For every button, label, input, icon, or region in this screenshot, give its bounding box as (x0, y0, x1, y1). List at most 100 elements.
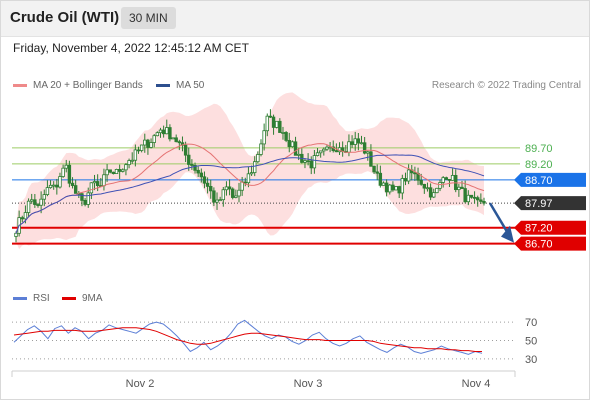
candle-body (234, 195, 238, 198)
price-tag-87-97 (514, 196, 586, 211)
candle-body (403, 178, 408, 182)
candle-body (450, 175, 455, 181)
candle-body (39, 198, 43, 206)
candle-body (428, 187, 433, 198)
candle-body (174, 137, 178, 143)
candle-body (64, 164, 68, 169)
candle-body (108, 169, 112, 173)
candle-body (224, 186, 229, 191)
copyright-text: Research © 2022 Trading Central (431, 80, 581, 91)
candle-body (165, 127, 169, 135)
forecast-arrow-head (501, 225, 514, 243)
candle-body (51, 184, 56, 187)
candle-body (278, 120, 282, 133)
candle-body (249, 172, 254, 175)
candle-body (33, 199, 37, 205)
candle-body (406, 169, 411, 182)
candle-body (303, 160, 307, 163)
candle-body (441, 177, 445, 183)
candle-body (265, 115, 269, 132)
timeframe-button[interactable]: 30 MIN (121, 7, 176, 29)
candle-body (152, 135, 156, 143)
rsi-tick-label-50: 50 (525, 336, 537, 348)
candle-body (55, 184, 59, 188)
candle-body (67, 164, 72, 184)
candle-body (388, 184, 392, 193)
candle-body (350, 141, 354, 145)
candle-body (472, 196, 477, 199)
candle-body (271, 116, 276, 128)
candle-body (315, 152, 320, 156)
candle-body (231, 188, 235, 198)
candle-body (309, 160, 313, 169)
candle-body (136, 149, 141, 152)
candle-body (296, 153, 301, 156)
candle-body (287, 140, 291, 148)
candle-body (281, 132, 285, 134)
candle-body (114, 169, 119, 175)
legend-rsi-ma-label: 9MA (82, 293, 103, 304)
legend-ma50-label: MA 50 (176, 80, 205, 91)
rsi-tick-label-70: 70 (525, 317, 537, 329)
candle-body (61, 167, 65, 177)
candle-body (218, 199, 222, 202)
legend-rsi-label: RSI (33, 293, 50, 304)
legend-ma50: MA 50 (156, 80, 204, 91)
legend-rsi-ma: 9MA (62, 293, 103, 304)
candle-body (83, 199, 87, 205)
candle-body (127, 160, 131, 166)
rsi-line (13, 319, 483, 355)
candle-body (397, 186, 401, 194)
bollinger-band (16, 92, 484, 250)
candle-body (256, 154, 260, 163)
price-tag-label-87-97: 87.97 (525, 198, 553, 210)
level-label-89-70: 89.70 (525, 143, 553, 155)
candle-body (425, 187, 430, 190)
candle-body (143, 139, 147, 146)
candle-body (293, 141, 298, 156)
rsi-tick-label-30: 30 (525, 354, 537, 366)
candle-body (155, 132, 160, 137)
candle-body (45, 187, 50, 196)
candle-body (30, 199, 34, 202)
candle-body (334, 150, 339, 153)
candle-body (366, 151, 370, 154)
level-label-89-20: 89.20 (525, 159, 553, 171)
candle-body (479, 199, 483, 202)
candle-body (73, 185, 78, 194)
candle-body (419, 179, 423, 185)
candle-body (89, 182, 94, 194)
candle-body (177, 141, 182, 144)
candle-body (237, 189, 241, 197)
price-tag-label-86-70: 86.70 (525, 239, 553, 251)
price-pane: 89.70 89.20 88.70 87.97 87.20 86.70 (12, 92, 586, 251)
candle-body (121, 169, 125, 172)
ma20-line (15, 143, 485, 234)
candle-body (42, 194, 46, 200)
candle-body (161, 129, 166, 135)
candle-body (171, 137, 175, 140)
candle-body (243, 181, 247, 184)
candle-body (476, 197, 480, 201)
candle-body (413, 172, 417, 175)
candle-body (435, 187, 439, 194)
candle-body (400, 178, 405, 194)
candle-body (318, 150, 323, 154)
candle-body (221, 189, 226, 201)
candle-body (212, 190, 216, 203)
instrument-title: Crude Oil (WTI) (10, 9, 120, 26)
rsi-pane: 70 50 30 (12, 317, 537, 366)
candle-body (227, 186, 232, 190)
candle-body (193, 164, 197, 171)
price-tag-label-87-20: 87.20 (525, 223, 553, 235)
forecast-arrow-shaft (488, 202, 509, 233)
candle-body (92, 181, 97, 184)
candle-body (290, 141, 295, 148)
candle-body (432, 192, 436, 198)
candle-body (102, 174, 106, 187)
candle-body (444, 177, 449, 180)
candle-body (482, 201, 486, 204)
candle-body (375, 171, 379, 174)
candle-body (205, 182, 210, 187)
candle-body (199, 172, 204, 178)
